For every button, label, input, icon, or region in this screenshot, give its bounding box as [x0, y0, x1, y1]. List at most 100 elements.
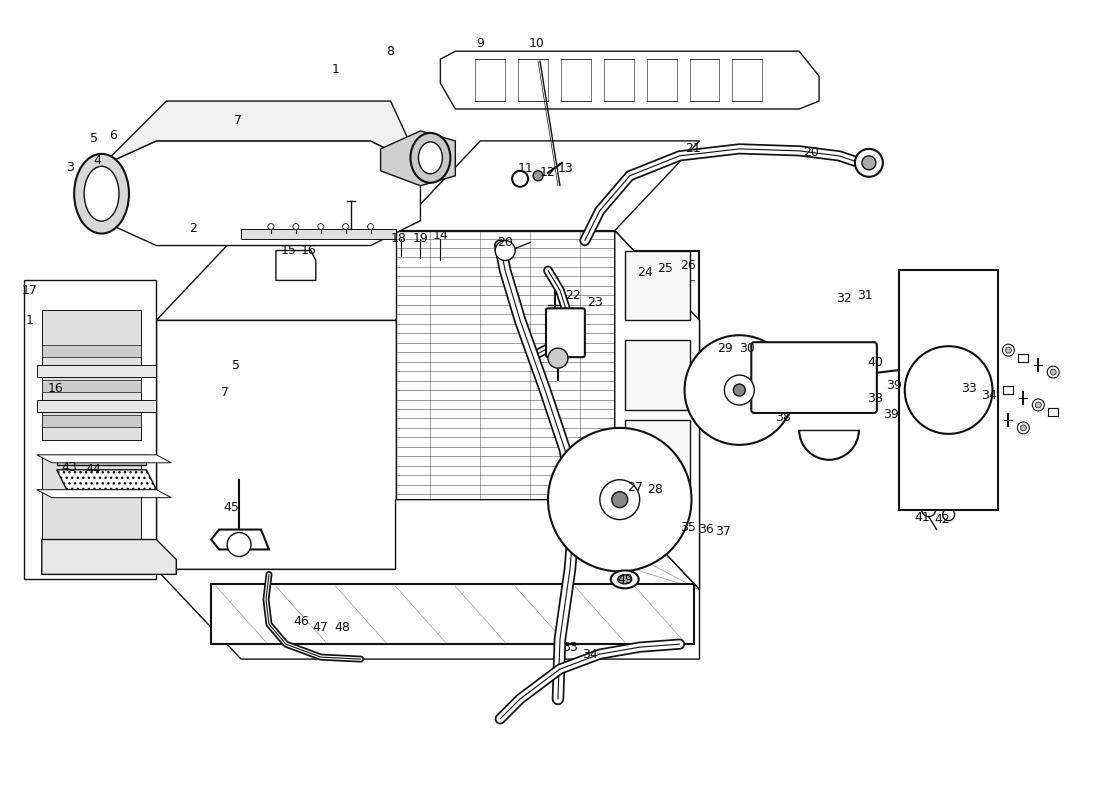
Circle shape [1035, 402, 1042, 408]
Polygon shape [42, 455, 142, 545]
Ellipse shape [600, 480, 640, 519]
Text: 40: 40 [867, 356, 883, 369]
Polygon shape [625, 340, 690, 410]
Circle shape [367, 224, 374, 230]
Text: 5: 5 [232, 358, 240, 372]
Text: 22: 22 [565, 289, 581, 302]
Ellipse shape [905, 346, 992, 434]
Text: 46: 46 [293, 614, 309, 628]
Text: 12: 12 [540, 166, 556, 179]
Text: 33: 33 [960, 382, 977, 394]
Ellipse shape [548, 428, 692, 571]
Text: 4: 4 [94, 154, 101, 167]
Polygon shape [211, 530, 270, 550]
Text: 2: 2 [189, 222, 197, 235]
Text: 6: 6 [110, 130, 118, 142]
FancyBboxPatch shape [751, 342, 877, 413]
Circle shape [734, 384, 746, 396]
Text: 43: 43 [62, 462, 77, 474]
Ellipse shape [418, 142, 442, 174]
Text: 23: 23 [587, 296, 603, 309]
Text: 11: 11 [517, 162, 534, 175]
Text: 15: 15 [280, 244, 297, 257]
Polygon shape [101, 101, 420, 166]
Text: 17: 17 [22, 284, 37, 297]
Text: 41: 41 [915, 511, 931, 524]
Text: 49: 49 [618, 573, 634, 586]
Polygon shape [156, 500, 700, 659]
Polygon shape [24, 281, 156, 579]
Text: 39: 39 [883, 409, 899, 422]
Polygon shape [36, 455, 172, 462]
Text: 8: 8 [386, 45, 395, 58]
Circle shape [1005, 347, 1011, 353]
Text: 38: 38 [867, 391, 883, 405]
Polygon shape [36, 400, 156, 412]
Polygon shape [211, 584, 694, 644]
Polygon shape [241, 229, 396, 238]
Text: 35: 35 [680, 521, 695, 534]
Circle shape [855, 149, 883, 177]
Text: 16: 16 [301, 244, 317, 257]
Polygon shape [57, 455, 146, 465]
Polygon shape [42, 310, 142, 440]
Ellipse shape [618, 575, 631, 584]
Text: 18: 18 [390, 232, 407, 245]
Circle shape [534, 170, 543, 181]
Polygon shape [36, 365, 156, 377]
Text: 24: 24 [637, 266, 652, 279]
Circle shape [318, 224, 323, 230]
Text: 34: 34 [582, 648, 597, 661]
Polygon shape [42, 539, 176, 574]
Circle shape [293, 224, 299, 230]
Text: 32: 32 [836, 292, 851, 305]
Text: 20: 20 [497, 236, 513, 249]
Text: 33: 33 [562, 641, 578, 654]
Circle shape [548, 348, 568, 368]
Circle shape [227, 533, 251, 557]
Circle shape [943, 509, 955, 521]
Text: 26: 26 [680, 259, 695, 272]
Ellipse shape [725, 375, 755, 405]
Text: 38: 38 [776, 411, 791, 425]
Polygon shape [619, 250, 700, 510]
Text: 20: 20 [803, 146, 820, 159]
Text: 30: 30 [739, 342, 756, 354]
Text: 7: 7 [234, 114, 242, 127]
Text: 1: 1 [332, 62, 340, 76]
Ellipse shape [84, 166, 119, 221]
Polygon shape [42, 345, 142, 357]
Polygon shape [396, 230, 615, 500]
Polygon shape [36, 490, 172, 498]
Text: 21: 21 [684, 142, 701, 155]
Polygon shape [156, 320, 396, 570]
Text: 1: 1 [26, 314, 34, 326]
Polygon shape [440, 51, 820, 109]
Circle shape [922, 502, 936, 517]
Circle shape [862, 156, 876, 170]
Text: 10: 10 [529, 37, 544, 50]
Text: 19: 19 [412, 232, 428, 245]
Text: 25: 25 [657, 262, 672, 275]
Polygon shape [101, 141, 420, 246]
Text: 34: 34 [980, 389, 997, 402]
Text: 45: 45 [223, 501, 239, 514]
Polygon shape [381, 131, 455, 186]
Circle shape [1032, 399, 1044, 411]
Circle shape [1050, 369, 1056, 375]
Text: 42: 42 [935, 513, 950, 526]
Text: 29: 29 [717, 342, 734, 354]
FancyBboxPatch shape [546, 308, 585, 357]
Polygon shape [276, 250, 316, 281]
Text: 27: 27 [627, 481, 642, 494]
Polygon shape [42, 380, 142, 392]
Circle shape [1047, 366, 1059, 378]
Ellipse shape [684, 335, 794, 445]
Circle shape [1002, 344, 1014, 356]
Text: 39: 39 [886, 378, 902, 391]
Text: 48: 48 [334, 621, 351, 634]
Text: 44: 44 [86, 463, 101, 476]
Text: 28: 28 [647, 483, 662, 496]
Circle shape [495, 241, 515, 261]
Polygon shape [396, 141, 700, 230]
